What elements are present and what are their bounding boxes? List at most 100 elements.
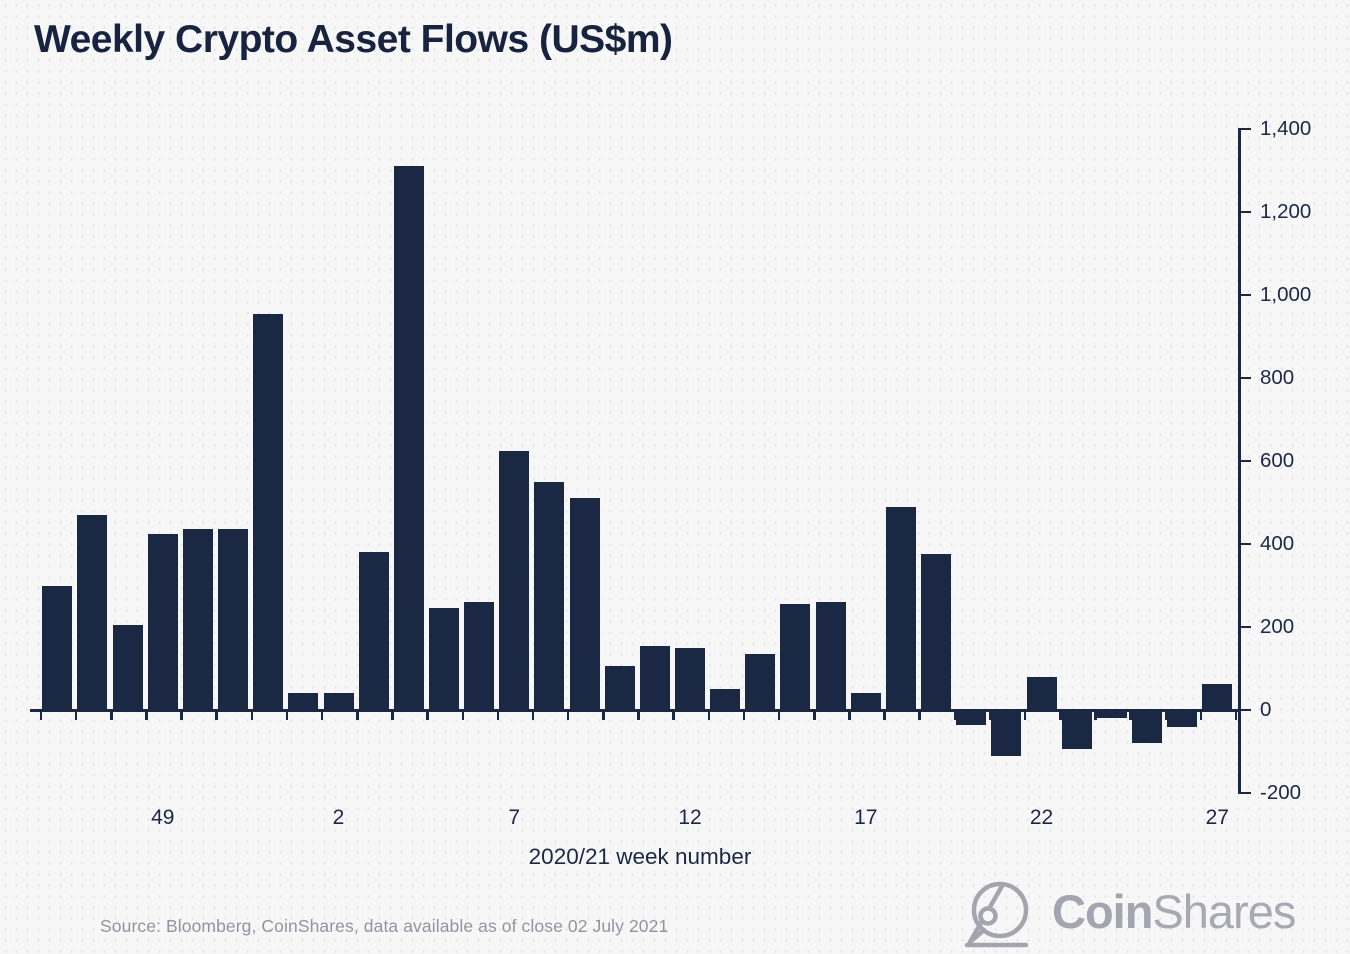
bar-week-23 xyxy=(1061,710,1092,750)
x-tick xyxy=(320,711,324,720)
bar-week-13 xyxy=(710,689,741,710)
x-tick xyxy=(1199,711,1203,720)
x-tick xyxy=(461,711,464,720)
x-tick xyxy=(74,711,78,720)
bar-week-15 xyxy=(780,604,811,710)
x-tick xyxy=(1164,711,1167,720)
x-tick xyxy=(813,711,816,720)
source-note: Source: Bloomberg, CoinShares, data avai… xyxy=(100,916,669,936)
y-tick-label: 1,200 xyxy=(1260,200,1312,223)
y-tick xyxy=(1239,127,1251,131)
bar-week-48 xyxy=(112,624,143,710)
x-tick xyxy=(637,711,640,720)
x-tick xyxy=(918,711,921,720)
x-tick xyxy=(110,711,113,720)
bar-week-12 xyxy=(675,647,705,710)
bar-week-21 xyxy=(991,710,1022,756)
bar-week-1 xyxy=(288,693,319,710)
bar-week-11 xyxy=(639,645,670,710)
logo-coin: Coin xyxy=(1052,885,1153,938)
x-tick xyxy=(848,711,851,720)
bar-week-20 xyxy=(956,710,987,725)
bar-week-8 xyxy=(534,481,565,710)
x-tick xyxy=(1059,711,1062,720)
y-tick xyxy=(1239,376,1251,380)
y-tick-label: 400 xyxy=(1260,532,1295,555)
x-tick xyxy=(1129,711,1132,720)
bar-week-22 xyxy=(1026,676,1057,710)
y-tick-label: 200 xyxy=(1260,615,1295,638)
x-tick xyxy=(672,711,675,720)
y-tick-label: 0 xyxy=(1260,698,1272,721)
y-tick-label: 1,400 xyxy=(1260,117,1312,140)
bar-week-16 xyxy=(815,602,846,710)
x-tick-label-week-49: 49 xyxy=(151,806,175,829)
bar-week-2 xyxy=(323,693,354,710)
x-tick-label-week-7: 7 xyxy=(508,806,521,829)
x-axis xyxy=(30,709,1240,712)
x-tick xyxy=(602,711,605,720)
x-tick xyxy=(988,711,992,720)
bar-week-17 xyxy=(850,693,881,710)
bar-week-24 xyxy=(1096,710,1127,719)
x-tick-label-week-22: 22 xyxy=(1029,806,1054,829)
x-tick xyxy=(426,711,429,720)
x-tick xyxy=(953,711,957,720)
y-tick xyxy=(1239,791,1251,795)
bar-week-46 xyxy=(42,585,73,710)
x-tick xyxy=(285,711,289,720)
coinshares-logo-text: CoinShares xyxy=(1052,872,1296,952)
y-tick xyxy=(1239,210,1251,214)
x-tick xyxy=(777,711,781,720)
bar-week-25 xyxy=(1131,710,1162,744)
x-tick xyxy=(566,711,570,720)
x-tick xyxy=(707,711,711,720)
x-tick xyxy=(215,711,218,720)
x-tick xyxy=(1234,711,1238,720)
bar-week-6 xyxy=(464,602,495,710)
bar-week-51 xyxy=(218,529,249,710)
chart-title: Weekly Crypto Asset Flows (US$m) xyxy=(34,18,673,61)
bar-week-26 xyxy=(1167,710,1198,727)
x-tick xyxy=(39,711,43,720)
x-tick xyxy=(145,711,148,720)
x-axis-title: 2020/21 week number xyxy=(528,844,752,869)
y-tick xyxy=(1239,625,1251,629)
bar-week-9 xyxy=(569,498,600,710)
y-tick xyxy=(1239,708,1251,712)
x-tick xyxy=(883,711,886,720)
y-tick-label: 1,000 xyxy=(1260,283,1312,306)
bar-week-14 xyxy=(745,653,776,710)
x-tick xyxy=(1023,711,1027,720)
bar-week-50 xyxy=(182,529,213,710)
bar-week-10 xyxy=(604,666,635,710)
bar-week-5 xyxy=(428,608,459,710)
bar-week-7 xyxy=(499,450,530,710)
bar-week-47 xyxy=(77,514,108,710)
x-tick xyxy=(531,711,535,720)
x-tick xyxy=(250,711,254,720)
y-tick-label: -200 xyxy=(1260,781,1302,804)
y-tick-label: 800 xyxy=(1260,366,1295,389)
bar-week-27 xyxy=(1202,683,1233,710)
y-tick-label: 600 xyxy=(1260,449,1295,472)
y-tick xyxy=(1239,293,1251,297)
x-tick-label-week-2: 2 xyxy=(332,806,345,829)
bar-week-19 xyxy=(921,554,952,710)
bar-week-49 xyxy=(147,533,178,710)
x-tick-label-week-17: 17 xyxy=(854,806,878,829)
x-tick xyxy=(391,711,394,720)
bar-week-18 xyxy=(885,506,916,710)
x-tick xyxy=(742,711,746,720)
x-tick-label-week-27: 27 xyxy=(1205,806,1229,829)
bar-week-4 xyxy=(393,166,424,710)
coinshares-logo-icon xyxy=(964,881,1029,948)
x-tick xyxy=(356,711,359,720)
bar-week-52 xyxy=(253,313,284,710)
y-tick xyxy=(1239,459,1251,463)
logo-shares: Shares xyxy=(1152,885,1296,938)
bar-week-3 xyxy=(358,552,389,710)
coinshares-logo: CoinShares xyxy=(962,872,1296,952)
x-tick xyxy=(180,711,183,720)
